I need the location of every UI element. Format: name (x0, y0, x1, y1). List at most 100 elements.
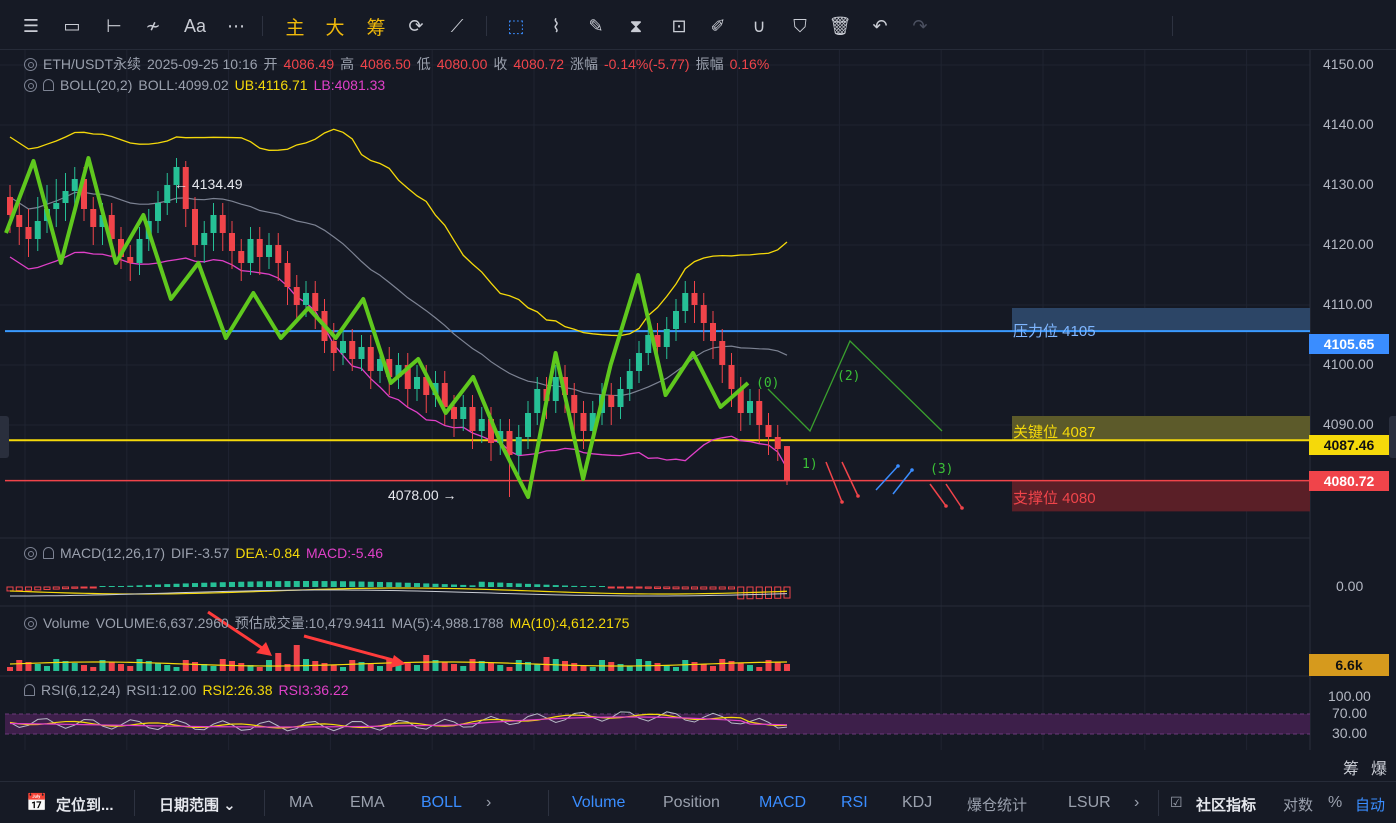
macd-bar (99, 586, 106, 587)
tab-position[interactable]: Position (663, 794, 720, 811)
candle-body (164, 185, 171, 203)
macd-bar (709, 586, 717, 590)
tab-kdj[interactable]: KDJ (902, 794, 933, 811)
alert-bell-icon[interactable] (43, 79, 54, 91)
tab-ema[interactable]: EMA (350, 794, 385, 811)
auto-scale-button[interactable]: 自动 (1355, 797, 1386, 814)
volume-bar (293, 645, 300, 671)
macd-bar (497, 582, 504, 587)
main-chart-button[interactable]: 主 (285, 17, 305, 39)
boll-ub: UB:4116.71 (234, 77, 308, 93)
indicator-icon[interactable]: ≁ (145, 15, 161, 36)
price-chart-svg[interactable]: (0) (2) (3) 1) (0, 50, 1396, 780)
resistance-price-tag: 4105.65 (1309, 334, 1389, 354)
tab-liquidation-stats[interactable]: 爆仓统计 (967, 797, 1028, 814)
macd-bar (395, 582, 402, 587)
macd-bar (451, 584, 457, 587)
rectangle-icon[interactable]: ▭ (63, 15, 81, 36)
candle-body (81, 179, 87, 209)
replay-icon[interactable]: ⟳ (408, 15, 424, 36)
chips-button[interactable]: 筹 (366, 17, 386, 39)
macd-bar (80, 586, 88, 589)
community-icon[interactable]: ☑ (1170, 794, 1183, 810)
candle-body (478, 419, 485, 431)
volume-arrow (303, 634, 401, 664)
tab-rsi[interactable]: RSI (841, 794, 868, 811)
boll-name: BOLL(20,2) (60, 77, 133, 93)
macd-bar (469, 585, 476, 587)
filter-icon[interactable]: ⛉ (793, 15, 807, 36)
chips-label[interactable]: 筹 (1343, 761, 1360, 778)
volume-bar (534, 664, 541, 671)
text-icon[interactable]: Aa (183, 15, 207, 36)
redo-icon[interactable]: ↷ (912, 15, 928, 36)
volume-value: VOLUME:6,637.2960 (95, 615, 229, 631)
volume-bar (589, 667, 596, 671)
tab-lsur[interactable]: LSUR (1068, 794, 1111, 811)
crosshair-icon[interactable]: ⊢ (106, 15, 122, 36)
alert-bell-icon[interactable] (43, 547, 54, 559)
macd-bar (543, 584, 550, 587)
volume-bar (737, 663, 744, 671)
visibility-icon[interactable] (24, 546, 37, 560)
tab-macd[interactable]: MACD (759, 794, 807, 811)
visibility-icon[interactable] (24, 616, 37, 630)
community-indicators-button[interactable]: 社区指标 (1196, 797, 1257, 814)
candles-icon[interactable]: ⧗ (629, 15, 643, 36)
volume-ma5: MA(5):4,988.1788 (391, 615, 504, 631)
trash-icon[interactable]: 🗑 (828, 15, 852, 36)
more-icon[interactable]: ⋯ (227, 15, 245, 36)
left-panel-handle[interactable] (0, 416, 9, 458)
menu-icon[interactable]: ☰ (22, 15, 40, 36)
liquidation-label[interactable]: 爆 (1371, 761, 1388, 778)
candle-body (608, 395, 615, 407)
note-icon[interactable]: ✐ (710, 15, 726, 36)
date-range-button[interactable]: 日期范围 ⌄ (159, 797, 236, 814)
volume-name: Volume (43, 615, 90, 631)
macd-bar (774, 586, 782, 599)
macd-bar (783, 586, 791, 599)
volume-estimate: 预估成交量:10,479.9411 (234, 615, 386, 631)
alert-bell-icon[interactable] (24, 684, 35, 696)
calendar-icon[interactable]: 📅 (26, 793, 48, 812)
candle-body (515, 437, 522, 455)
ruler-icon[interactable]: ⌇ (551, 15, 561, 36)
percent-button[interactable]: % (1328, 794, 1343, 811)
visibility-icon[interactable] (24, 78, 37, 92)
lock-icon[interactable]: ⊡ (671, 15, 687, 36)
visibility-icon[interactable] (24, 57, 37, 71)
rsi1-value: RSI1:12.00 (126, 682, 197, 698)
volume-bar (90, 667, 97, 671)
macd-bar (275, 581, 282, 587)
chart-area[interactable]: (0) (2) (3) 1) ETH/USDT永续 2025-09-25 10:16 … (0, 50, 1396, 821)
candle-body (53, 203, 60, 209)
tab-ma[interactable]: MA (289, 794, 313, 811)
boll-lb: LB:4081.33 (313, 77, 386, 93)
log-scale-button[interactable]: 对数 (1283, 797, 1314, 814)
brush-icon[interactable]: ✎ (588, 15, 604, 36)
macd-bar (663, 586, 671, 590)
chevron-right-icon[interactable]: › (1134, 794, 1140, 811)
tab-boll[interactable]: BOLL (421, 794, 462, 811)
magnet-icon[interactable]: ∪ (752, 15, 766, 36)
locate-button[interactable]: 定位到... (56, 797, 114, 814)
right-panel-handle[interactable] (1389, 416, 1396, 458)
candle-body (441, 383, 448, 407)
candle-body (414, 377, 420, 389)
undo-icon[interactable]: ↶ (872, 15, 888, 36)
chevron-right-icon[interactable]: › (486, 794, 492, 811)
macd-bar (293, 581, 300, 587)
macd-bar (34, 586, 42, 591)
volume-bar (617, 664, 624, 671)
large-button[interactable]: 大 (325, 17, 345, 39)
macd-bar (414, 583, 420, 587)
macd-bar (441, 584, 448, 587)
tab-volume[interactable]: Volume (572, 794, 626, 811)
macd-bar (617, 586, 624, 589)
bookmark-icon[interactable]: ⬚ (507, 15, 525, 36)
draw-tools-icon[interactable]: ⟋ (450, 15, 464, 36)
macd-bar (284, 581, 291, 587)
candle-body (580, 413, 587, 431)
volume-bar (81, 665, 87, 671)
candle-body (552, 377, 559, 401)
